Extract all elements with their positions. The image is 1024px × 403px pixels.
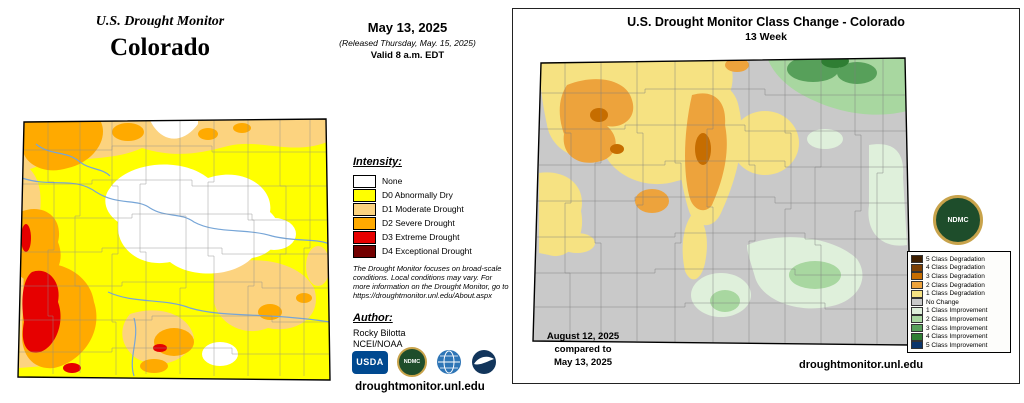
valid-time: Valid 8 a.m. EDT bbox=[370, 50, 445, 61]
legend-item: D4 Exceptional Drought bbox=[353, 244, 513, 258]
cc-swatch bbox=[911, 298, 923, 307]
legend-label: D1 Moderate Drought bbox=[382, 204, 464, 214]
state-title: Colorado bbox=[110, 34, 210, 61]
legend-label: D0 Abnormally Dry bbox=[382, 190, 453, 200]
cc-legend-item: 2 Class Degradation bbox=[911, 281, 1007, 290]
legend-item: None bbox=[353, 174, 513, 188]
cc-swatch bbox=[911, 263, 923, 272]
cc-legend-item: 1 Class Improvement bbox=[911, 306, 1007, 316]
compare-connector: compared to bbox=[554, 343, 612, 355]
cc-legend-item: 3 Class Degradation bbox=[911, 272, 1007, 281]
colorado-class-change-map bbox=[532, 57, 912, 346]
cc-legend-item: No Change bbox=[911, 298, 1007, 307]
cc-swatch bbox=[911, 315, 923, 324]
cc-legend-item: 5 Class Degradation bbox=[911, 255, 1007, 264]
legend-swatch bbox=[353, 174, 376, 188]
legend-swatch bbox=[353, 244, 376, 258]
legend-swatch bbox=[353, 202, 376, 216]
county-borders bbox=[535, 58, 909, 345]
cc-swatch bbox=[911, 324, 923, 333]
legend-label: None bbox=[382, 176, 403, 186]
cc-label: 4 Class Improvement bbox=[926, 333, 988, 341]
date-block: May 13, 2025 (Released Thursday, May. 15… bbox=[325, 20, 490, 61]
legend-item: D1 Moderate Drought bbox=[353, 202, 513, 216]
legend-item: D3 Extreme Drought bbox=[353, 230, 513, 244]
left-header: U.S. Drought Monitor Colorado bbox=[55, 14, 265, 62]
class-change-legend: 5 Class Degradation 4 Class Degradation … bbox=[907, 251, 1011, 353]
cc-legend-item: 4 Class Improvement bbox=[911, 332, 1007, 341]
cc-label: 5 Class Improvement bbox=[926, 341, 988, 349]
usdm-brand-title: U.S. Drought Monitor bbox=[95, 14, 225, 29]
release-date: (Released Thursday, May. 15, 2025) bbox=[339, 38, 476, 48]
cc-swatch bbox=[911, 272, 923, 281]
state-outline bbox=[17, 118, 331, 381]
author-block: Author: Rocky Bilotta NCEI/NOAA bbox=[353, 312, 406, 349]
legend-swatch bbox=[353, 216, 376, 230]
cc-legend-item: 5 Class Improvement bbox=[911, 341, 1007, 350]
intensity-title: Intensity: bbox=[353, 156, 402, 168]
cc-legend-item: 3 Class Improvement bbox=[911, 324, 1007, 333]
legend-swatch bbox=[353, 230, 376, 244]
ndmc-seal-text: NDMC bbox=[947, 216, 969, 224]
cc-label: 2 Class Improvement bbox=[926, 315, 988, 323]
class-change-title: U.S. Drought Monitor Class Change - Colo… bbox=[627, 15, 905, 29]
cc-label: 4 Class Degradation bbox=[926, 264, 985, 272]
cc-legend-item: 2 Class Improvement bbox=[911, 315, 1007, 324]
cc-swatch bbox=[911, 306, 923, 315]
county-borders bbox=[18, 119, 330, 376]
d3-regions bbox=[21, 224, 167, 373]
none-regions bbox=[105, 120, 296, 366]
disclaimer-text: The Drought Monitor focuses on broad-sca… bbox=[353, 264, 509, 300]
cc-swatch bbox=[911, 281, 923, 290]
cc-label: 5 Class Degradation bbox=[926, 255, 985, 263]
legend-item: D0 Abnormally Dry bbox=[353, 188, 513, 202]
droughtmonitor-url-right: droughtmonitor.unl.edu bbox=[799, 359, 924, 371]
cc-label: 3 Class Improvement bbox=[926, 324, 988, 332]
cc-label: 3 Class Degradation bbox=[926, 272, 985, 280]
intensity-legend: Intensity: None D0 Abnormally Dry D1 Mod… bbox=[353, 156, 513, 259]
map-date: May 13, 2025 bbox=[367, 20, 448, 35]
legend-swatch bbox=[353, 188, 376, 202]
agency-logos: USDA NDMC bbox=[352, 347, 497, 377]
cc-legend-item: 1 Class Degradation bbox=[911, 289, 1007, 298]
legend-label: D3 Extreme Drought bbox=[382, 232, 460, 242]
noaa-logo-icon bbox=[472, 350, 496, 374]
usda-logo-icon: USDA bbox=[352, 350, 388, 374]
compare-date-end: May 13, 2025 bbox=[553, 356, 613, 368]
legend-item: D2 Severe Drought bbox=[353, 216, 513, 230]
d2-regions bbox=[20, 120, 312, 373]
cc-legend-item: 4 Class Degradation bbox=[911, 263, 1007, 273]
legend-label: D2 Severe Drought bbox=[382, 218, 455, 228]
improvement-4-regions bbox=[821, 58, 849, 68]
class-change-panel: U.S. Drought Monitor Class Change - Colo… bbox=[512, 8, 1020, 384]
comparison-dates: August 12, 2025 compared to May 13, 2025 bbox=[521, 331, 645, 369]
author-name: Rocky Bilotta bbox=[353, 328, 406, 338]
cpc-globe-logo-icon bbox=[437, 350, 461, 374]
cc-swatch bbox=[911, 289, 923, 298]
cc-label: 1 Class Improvement bbox=[926, 307, 988, 315]
cc-label: No Change bbox=[926, 298, 959, 306]
ndmc-logo-icon: NDMC bbox=[397, 347, 427, 377]
legend-label: D4 Exceptional Drought bbox=[382, 246, 472, 256]
colorado-drought-map bbox=[17, 118, 331, 381]
cc-swatch bbox=[911, 332, 923, 341]
compare-date-start: August 12, 2025 bbox=[546, 331, 620, 342]
author-title: Author: bbox=[353, 312, 393, 324]
cc-swatch bbox=[911, 255, 923, 264]
class-change-subtitle: 13 Week bbox=[745, 31, 787, 43]
ndmc-seal-icon: NDMC bbox=[933, 195, 983, 245]
cc-label: 2 Class Degradation bbox=[926, 281, 985, 289]
cc-swatch bbox=[911, 341, 923, 350]
droughtmonitor-url: droughtmonitor.unl.edu bbox=[355, 381, 485, 393]
author-org: NCEI/NOAA bbox=[353, 339, 403, 349]
cc-label: 1 Class Degradation bbox=[926, 290, 985, 298]
